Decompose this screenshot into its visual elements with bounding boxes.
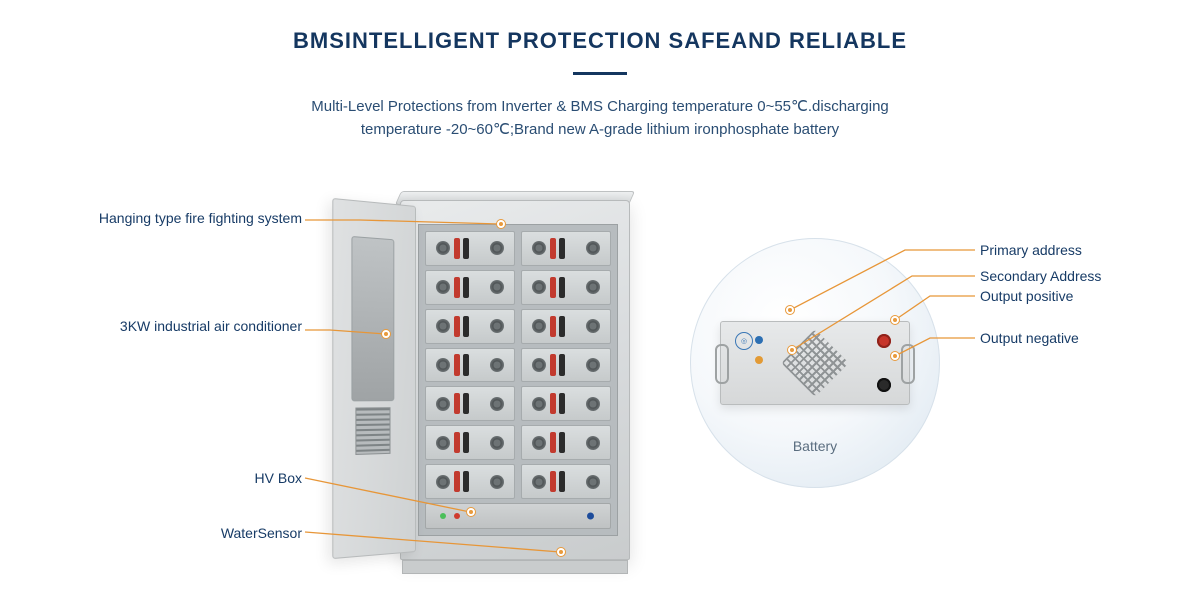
battery-module xyxy=(521,386,611,421)
callout-dot-icon xyxy=(785,305,795,315)
subtitle-line1: Multi-Level Protections from Inverter & … xyxy=(311,98,889,115)
door-ac-panel xyxy=(351,236,394,401)
battery-module xyxy=(521,464,611,499)
handle-left-icon xyxy=(715,344,729,384)
hv-box-module xyxy=(425,503,611,529)
callout-air-conditioner: 3KW industrial air conditioner xyxy=(92,318,302,334)
battery-module xyxy=(521,309,611,344)
handle-right-icon xyxy=(901,344,915,384)
battery-module xyxy=(425,348,515,383)
callout-dot-icon xyxy=(556,547,566,557)
battery-module xyxy=(425,464,515,499)
callout-dot-icon xyxy=(787,345,797,355)
battery-module xyxy=(425,386,515,421)
output-negative-terminal xyxy=(877,378,891,392)
battery-module xyxy=(425,425,515,460)
callout-output-positive: Output positive xyxy=(980,288,1073,304)
module-row xyxy=(425,386,611,421)
callout-water-sensor: WaterSensor xyxy=(92,525,302,541)
output-positive-terminal xyxy=(877,334,891,348)
battery-detail-circle: ◎ Battery xyxy=(690,238,940,488)
diagram-area: Hanging type fire fighting system 3KW in… xyxy=(0,180,1200,600)
battery-module xyxy=(521,270,611,305)
vent-grid-icon xyxy=(781,329,849,397)
callout-secondary-address: Secondary Address xyxy=(980,268,1101,284)
page-title: BMSINTELLIGENT PROTECTION SAFEAND RELIAB… xyxy=(0,0,1200,54)
module-row xyxy=(425,270,611,305)
battery-module xyxy=(425,309,515,344)
battery-rack xyxy=(418,224,618,536)
battery-module-illustration: ◎ xyxy=(720,321,910,405)
battery-module xyxy=(521,425,611,460)
cabinet-illustration xyxy=(340,200,630,580)
subtitle: Multi-Level Protections from Inverter & … xyxy=(0,95,1200,142)
primary-address-port xyxy=(755,336,763,344)
module-row xyxy=(425,464,611,499)
callout-dot-icon xyxy=(466,507,476,517)
callout-primary-address: Primary address xyxy=(980,242,1082,258)
callout-fire-system: Hanging type fire fighting system xyxy=(92,210,302,226)
module-row xyxy=(425,231,611,266)
battery-module xyxy=(521,231,611,266)
callout-dot-icon xyxy=(496,219,506,229)
brand-logo-icon: ◎ xyxy=(735,332,753,350)
subtitle-line2: temperature -20~60℃;Brand new A-grade li… xyxy=(361,121,839,138)
battery-module xyxy=(425,270,515,305)
cabinet-base xyxy=(402,560,628,574)
callout-dot-icon xyxy=(890,315,900,325)
callout-dot-icon xyxy=(890,351,900,361)
title-underline xyxy=(573,72,627,75)
module-row xyxy=(425,425,611,460)
module-row xyxy=(425,348,611,383)
battery-module xyxy=(425,231,515,266)
cabinet-door xyxy=(332,198,416,559)
callout-output-negative: Output negative xyxy=(980,330,1079,346)
battery-detail-label: Battery xyxy=(793,438,837,454)
secondary-address-port xyxy=(755,356,763,364)
callout-hv-box: HV Box xyxy=(92,470,302,486)
callout-dot-icon xyxy=(381,329,391,339)
module-row xyxy=(425,309,611,344)
battery-module xyxy=(521,348,611,383)
door-vent-grille xyxy=(355,407,390,455)
